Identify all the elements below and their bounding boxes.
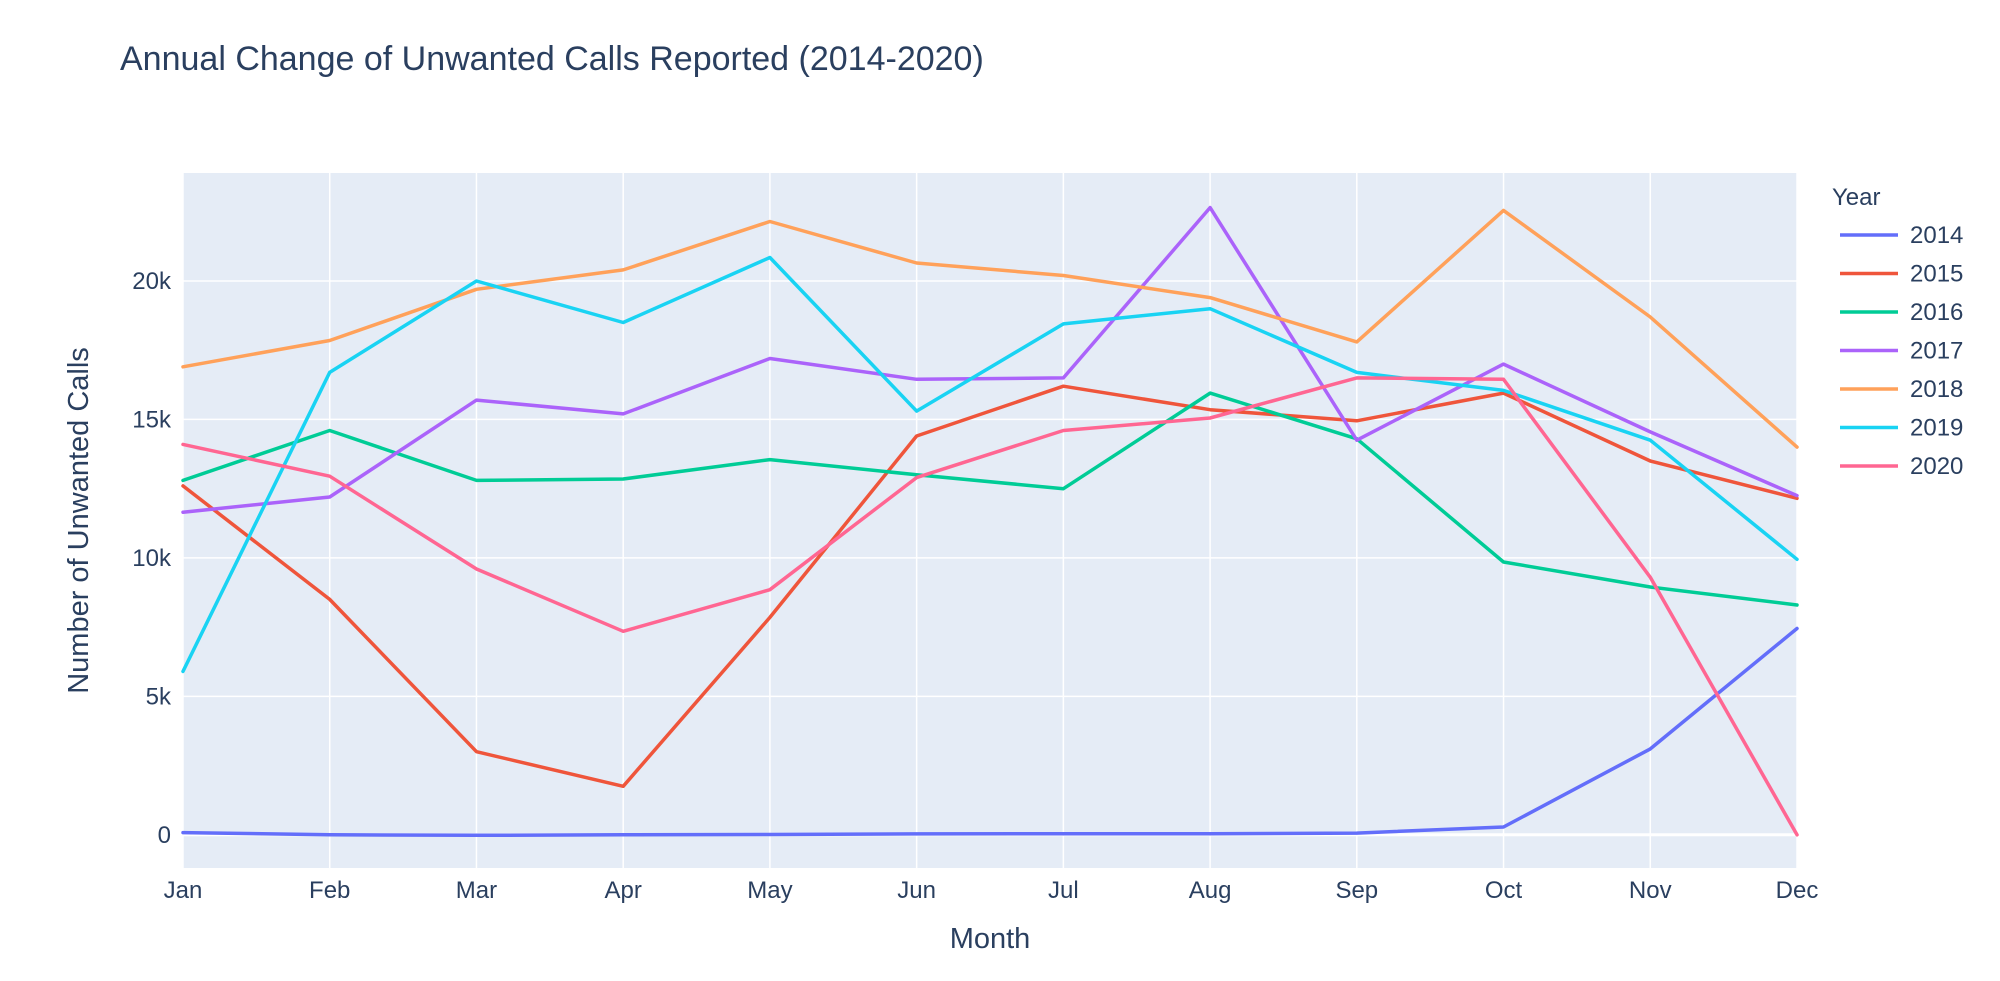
series-line-2014 [181,626,1799,838]
legend-item[interactable]: 2014 [1840,222,1963,249]
x-tick-label: Jul [1048,877,1079,904]
legend-label: 2019 [1910,415,1963,442]
legend-item[interactable]: 2020 [1840,453,1963,480]
legend-item[interactable]: 2016 [1840,299,1963,326]
x-tick-label: Jan [164,877,203,904]
y-tick-label: 20k [132,268,172,295]
x-axis-title: Month [950,923,1031,955]
chart-title: Annual Change of Unwanted Calls Reported… [120,40,984,78]
x-tick-label: Aug [1189,877,1232,904]
legend: Year 2014 2015 2016 2017 2018 2019 2020 [1832,184,1963,480]
x-tick-label: Nov [1629,877,1672,904]
x-tick-label: Oct [1485,877,1523,904]
x-tick-label: Jun [897,877,936,904]
series-line-2017 [181,205,1799,514]
legend-item[interactable]: 2019 [1840,415,1963,442]
legend-label: 2018 [1910,376,1963,403]
y-tick-label: 5k [146,683,172,710]
x-tick-label: Feb [309,877,350,904]
x-tick-label: Apr [605,877,642,904]
series-line-2020 [181,376,1799,837]
y-tick-label: 15k [132,406,172,433]
legend-label: 2020 [1910,453,1963,480]
y-tick-label: 0 [158,822,171,849]
y-tick-label: 10k [132,545,172,572]
x-tick-label: Dec [1776,877,1819,904]
y-axis-ticks: 0 5k 10k 15k 20k [132,268,172,849]
y-axis-title: Number of Unwanted Calls [63,347,95,694]
series-line-2015 [181,384,1799,789]
x-tick-label: Mar [456,877,497,904]
plot-area [183,173,1797,868]
legend-item[interactable]: 2017 [1840,338,1963,365]
x-tick-label: Sep [1335,877,1378,904]
series-line-2019 [181,255,1799,674]
legend-label: 2017 [1910,338,1963,365]
legend-label: 2015 [1910,261,1963,288]
series-lines [181,205,1799,838]
series-line-2016 [181,391,1799,607]
legend-label: 2016 [1910,299,1963,326]
legend-item[interactable]: 2015 [1840,261,1963,288]
legend-label: 2014 [1910,222,1963,249]
legend-item[interactable]: 2018 [1840,376,1963,403]
x-tick-label: May [747,877,792,904]
legend-title: Year [1832,184,1881,211]
x-axis-ticks: Jan Feb Mar Apr May Jun Jul Aug Sep Oct Nov Dec [164,877,1819,904]
